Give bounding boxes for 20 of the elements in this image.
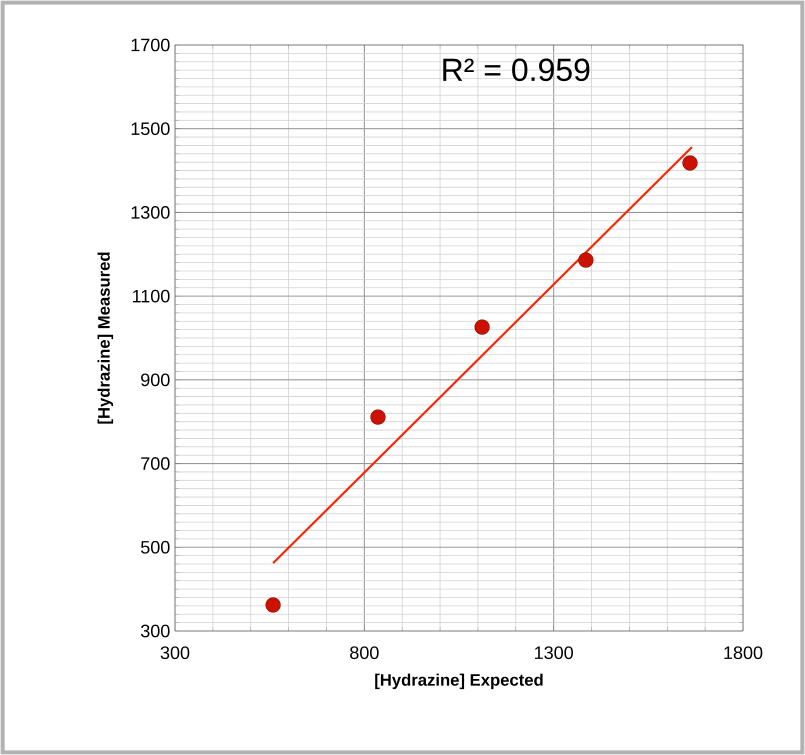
y-tick-label: 700	[141, 457, 170, 470]
y-tick-label: 300	[140, 624, 170, 638]
x-tick-label: 1300	[535, 646, 573, 660]
point	[370, 409, 386, 425]
x-tick-label: 1800	[724, 646, 762, 660]
y-axis-title: [Hydrazine] Measured	[98, 252, 114, 424]
x-tick-label: 300	[160, 646, 190, 660]
point	[265, 597, 281, 613]
point	[682, 155, 698, 171]
y-tick-label: 900	[141, 373, 170, 386]
y-tick-label: 1300	[132, 206, 170, 219]
x-tick-label: 800	[350, 646, 379, 660]
y-tick-label: 500	[140, 540, 170, 554]
annotation: R² = 0.959	[443, 58, 590, 82]
y-tick-label: 1700	[132, 38, 170, 52]
point	[578, 252, 594, 268]
y-tick-label: 1500	[132, 122, 170, 136]
point	[474, 320, 490, 335]
y-tick-label: 1100	[132, 290, 170, 302]
x-axis-title: [Hydrazine] Expected	[375, 674, 543, 690]
